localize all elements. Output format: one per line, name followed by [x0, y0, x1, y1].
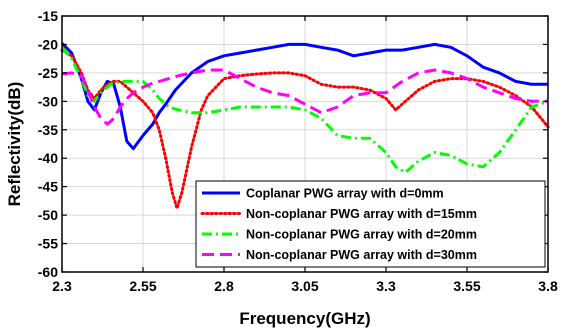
x-tick-label: 3.55	[453, 278, 480, 294]
x-axis-label: Frequency(GHz)	[239, 309, 370, 328]
y-tick-label: -45	[38, 179, 58, 195]
y-tick-label: -40	[38, 150, 58, 166]
legend-entry-2: Non-coplanar PWG array with d=15mm	[246, 207, 477, 221]
x-tick-label: 3.05	[291, 278, 318, 294]
x-tick-label: 3.8	[538, 278, 558, 294]
series-line-2	[60, 48, 550, 210]
y-axis-label: Reflectivity(dB)	[5, 82, 24, 207]
y-tick-label: -55	[38, 236, 58, 252]
y-tick-label: -20	[38, 36, 58, 52]
legend-box	[195, 180, 546, 268]
y-tick-label: -15	[38, 8, 58, 24]
series-line-4	[61, 68, 548, 126]
legend-entry-3: Non-coplanar PWG array with d=20mm	[246, 228, 477, 242]
x-tick-label: 3.3	[376, 278, 396, 294]
x-tick-label: 2.3	[52, 278, 72, 294]
legend-entry-1: Coplanar PWG array with d=0mm	[246, 187, 444, 201]
legend: Coplanar PWG array with d=0mm Non-coplana…	[195, 180, 546, 268]
x-tick-label: 2.55	[129, 278, 156, 294]
series-line-3	[60, 46, 549, 174]
y-tick-label: -60	[38, 264, 58, 280]
x-tick-label: 2.8	[214, 278, 234, 294]
series-lines	[60, 42, 550, 210]
legend-entry-4: Non-coplanar PWG array with d=30mm	[246, 248, 477, 262]
axis-ticks: 2.3 2.55 2.8 3.05 3.3 3.55 3.8 -60 -55 -50 -45 -40 -…	[38, 8, 558, 294]
y-tick-label: -30	[38, 93, 58, 109]
y-tick-label: -25	[38, 65, 58, 81]
y-tick-label: -50	[38, 207, 58, 223]
y-tick-label: -35	[38, 122, 58, 138]
